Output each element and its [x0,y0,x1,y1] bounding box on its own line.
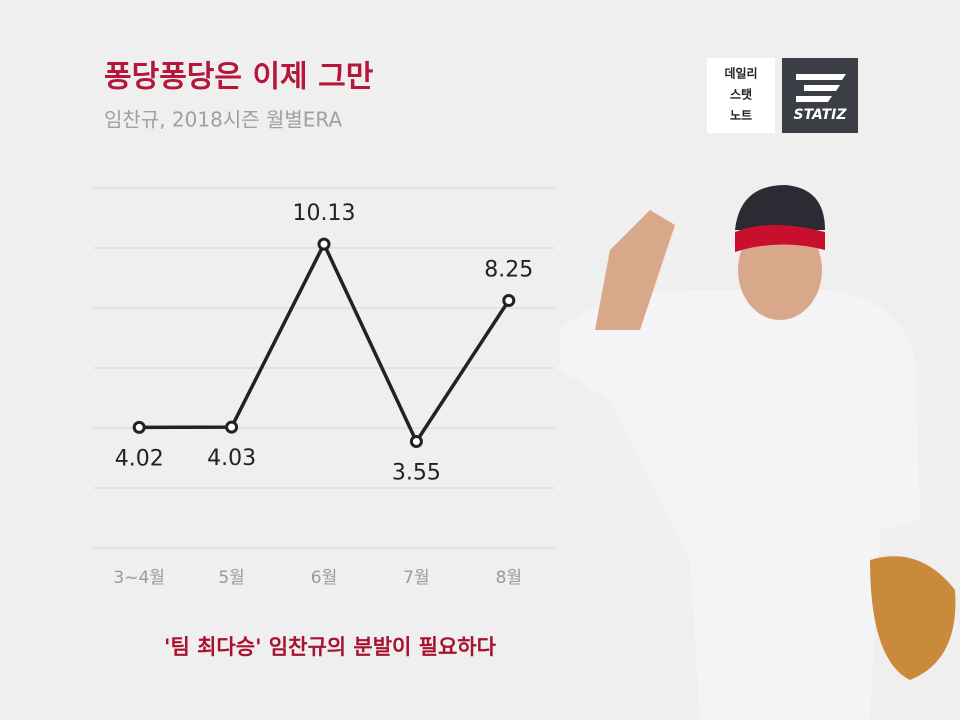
data-label: 8.25 [484,258,533,283]
brand-logo [782,58,858,133]
data-label: 4.03 [207,446,256,471]
brand-line: 데일리 [724,66,757,81]
data-label: 3.55 [392,461,441,486]
point [132,420,146,434]
brand-line: 노트 [730,109,752,123]
data-label: 10.13 [293,201,356,226]
data-label: 4.02 [115,446,164,471]
x-tick-label: 5월 [218,568,244,588]
point [409,435,423,448]
brand-icon [796,74,846,102]
line [139,242,511,444]
point [225,420,239,434]
point [502,294,516,307]
x-tick-label: 8월 [496,568,522,588]
x-tick-label: 3~4월 [113,568,165,588]
chart-title: 퐁당퐁당은 이제 그만 [104,60,374,95]
chart-subtitle: 임찬규, 2018시즌 월별ERA [104,108,342,132]
brand-name: STATIZ [794,107,848,123]
brand-line: 스탯 [730,87,752,102]
player-illustration [560,185,956,720]
x-tick-label: 6월 [311,568,337,588]
annotation: '팀 최다승' 임찬규의 분발이 필요하다 [164,635,497,659]
x-tick-label: 7월 [403,568,429,588]
point [317,237,331,251]
brand-box [707,58,775,133]
